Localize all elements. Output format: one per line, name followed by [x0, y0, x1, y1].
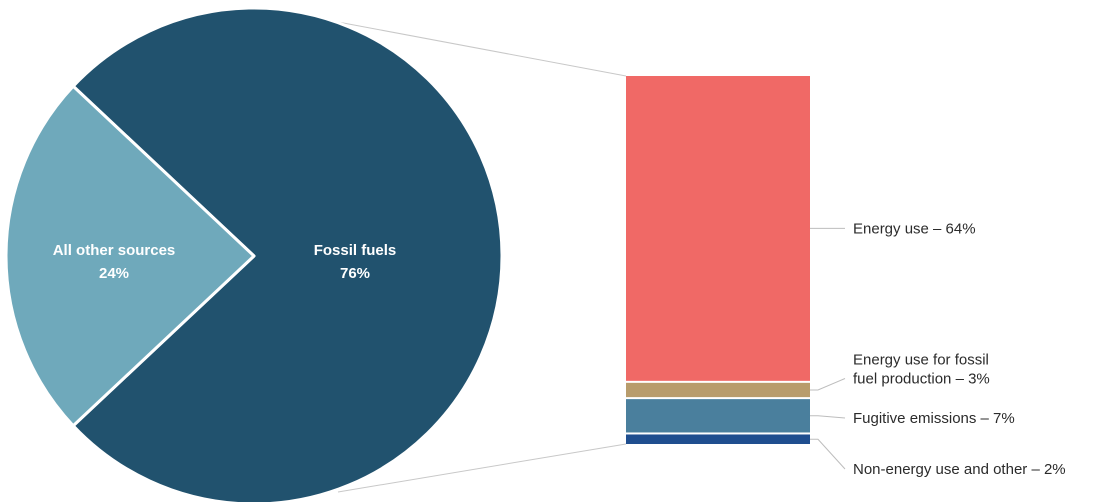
- pie-label-value: 76%: [340, 265, 370, 282]
- bar-segment-3: [626, 399, 810, 433]
- connector-lines: [337, 21, 627, 493]
- bar-segment-label-2: Energy use for fossil fuel production – 3…: [853, 352, 990, 388]
- connector-line-bottom: [337, 443, 627, 493]
- pie-slice-fossil-fuels: [71, 6, 504, 502]
- leader-line-2: [810, 378, 846, 391]
- pie-label-fossil-fuels: Fossil fuels 76%: [314, 242, 397, 282]
- bar-segment-1: [626, 76, 810, 381]
- bar-segment-4: [626, 434, 810, 444]
- leader-line-4: [810, 438, 846, 470]
- labels-group: Fossil fuels 76% All other sources 24% Energ…: [53, 220, 1066, 478]
- bar-segment-label-4: Non-energy use and other – 2%: [853, 461, 1066, 478]
- leader-line-3: [810, 415, 846, 419]
- bar-segment-label-1: Energy use – 64%: [853, 220, 976, 237]
- bar-segment-label-line: Non-energy use and other – 2%: [853, 461, 1066, 478]
- bar-segment-label-line: Energy use – 64%: [853, 220, 976, 237]
- bar-segment-label-line: Energy use for fossil: [853, 352, 989, 369]
- pie-group: [4, 6, 504, 502]
- pie-label-name: All other sources: [53, 242, 176, 259]
- stacked-bar-group: [626, 76, 810, 444]
- pie-slice-all-other-sources: [4, 84, 256, 428]
- pie-label-all-other-sources: All other sources 24%: [53, 242, 176, 282]
- bar-segment-label-3: Fugitive emissions – 7%: [853, 410, 1015, 427]
- connector-line-top: [337, 21, 627, 77]
- pie-label-name: Fossil fuels: [314, 242, 397, 259]
- bar-segment-2: [626, 382, 810, 398]
- bar-segment-label-line: fuel production – 3%: [853, 371, 990, 388]
- bar-segment-label-line: Fugitive emissions – 7%: [853, 410, 1015, 427]
- pie-label-value: 24%: [99, 265, 129, 282]
